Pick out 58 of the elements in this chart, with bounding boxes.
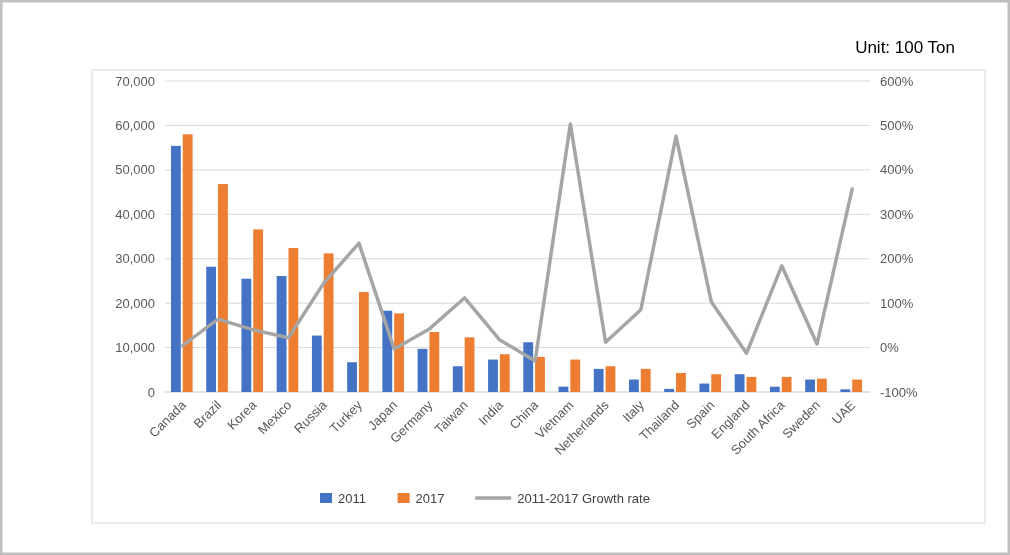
bar: [417, 348, 428, 392]
y2-tick-label: 300%: [880, 206, 914, 222]
bar: [746, 376, 757, 392]
bar: [241, 278, 252, 392]
y-tick-label: 60,000: [115, 117, 155, 133]
bar: [358, 292, 369, 392]
legend-label: 2011-2017 Growth rate: [517, 490, 650, 506]
bar: [288, 248, 299, 392]
bar: [699, 383, 710, 392]
bar: [640, 368, 651, 392]
y2-tick-label: 600%: [880, 73, 914, 89]
bar: [816, 378, 827, 392]
text: Unit: 100 Ton: [855, 38, 955, 57]
bar: [593, 368, 604, 392]
bar: [323, 253, 334, 392]
bar: [664, 388, 675, 392]
y2-tick-label: 500%: [880, 117, 914, 133]
bar: [499, 354, 510, 392]
bar: [394, 313, 404, 392]
y-tick-label: 10,000: [115, 340, 155, 356]
bar: [711, 374, 722, 392]
bar: [629, 379, 639, 392]
bar: [206, 266, 217, 392]
y2-tick-label: 400%: [880, 162, 914, 178]
bar: [852, 379, 863, 392]
bar: [429, 332, 440, 392]
bar: [253, 229, 264, 392]
bar: [464, 337, 475, 392]
y-tick-label: 50,000: [115, 162, 155, 178]
y-tick-label: 40,000: [115, 206, 155, 222]
y-tick-label: 0: [147, 384, 155, 400]
bar: [523, 342, 534, 392]
y-tick-label: 70,000: [115, 73, 155, 89]
bar: [840, 389, 851, 392]
bar: [570, 359, 581, 392]
y2-tick-label: 0%: [880, 340, 900, 356]
bar: [605, 366, 616, 392]
bar: [535, 356, 545, 392]
y2-tick-label: 100%: [880, 295, 914, 311]
bar: [769, 386, 780, 392]
bar: [347, 362, 357, 392]
y-tick-label: 20,000: [115, 295, 155, 311]
bar: [676, 372, 686, 392]
y-tick-label: 30,000: [115, 251, 155, 267]
y2-tick-label: -100%: [880, 384, 919, 400]
legend-label: 2011: [338, 490, 366, 506]
bar: [311, 335, 322, 392]
bar: [218, 184, 228, 392]
bar: [452, 366, 463, 392]
bar: [182, 134, 193, 392]
legend-label: 2017: [415, 490, 445, 506]
line-series: [181, 122, 854, 363]
bar: [734, 374, 745, 392]
bar: [170, 145, 181, 392]
y2-tick-label: 200%: [880, 251, 914, 267]
bar: [781, 376, 792, 392]
bar: [488, 359, 498, 392]
bar: [805, 379, 815, 392]
